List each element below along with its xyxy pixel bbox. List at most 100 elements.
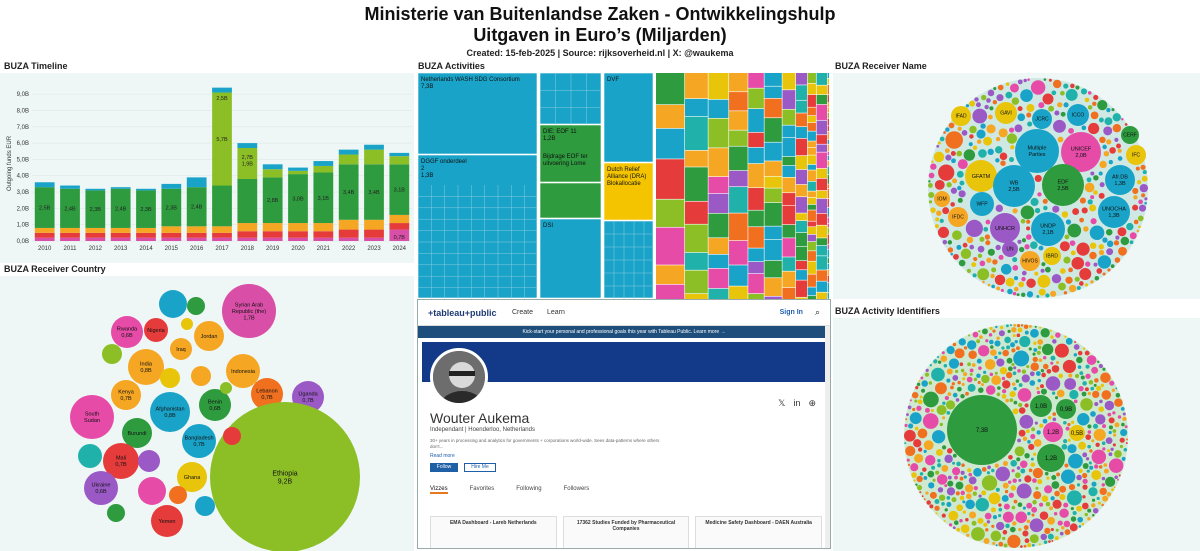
timeline-bar-segment[interactable]	[364, 149, 384, 165]
bubble[interactable]	[1099, 487, 1107, 496]
treemap-cell[interactable]	[816, 238, 828, 246]
bubble[interactable]	[1026, 112, 1032, 118]
bubble[interactable]	[1002, 511, 1014, 523]
bubble[interactable]	[1050, 335, 1054, 339]
bubble[interactable]	[1054, 110, 1060, 116]
bubble[interactable]	[966, 376, 973, 383]
bubble[interactable]	[958, 190, 966, 198]
bubble[interactable]	[1040, 369, 1045, 373]
bubble[interactable]	[1025, 429, 1030, 434]
timeline-bar-segment[interactable]	[288, 170, 308, 175]
bubble[interactable]	[960, 393, 965, 399]
bubble[interactable]	[945, 400, 956, 410]
bubble[interactable]	[1082, 463, 1089, 469]
bubble[interactable]	[1031, 427, 1036, 432]
treemap-cell[interactable]	[827, 188, 829, 199]
bubble[interactable]	[978, 387, 984, 393]
treemap-cell[interactable]	[827, 269, 829, 276]
bubble[interactable]	[1017, 327, 1023, 333]
bubble[interactable]	[986, 257, 992, 263]
bubble[interactable]	[940, 355, 948, 362]
bubble[interactable]	[1015, 379, 1020, 383]
bubble[interactable]	[957, 159, 968, 170]
treemap-cell[interactable]	[656, 128, 685, 159]
bubble[interactable]	[1002, 482, 1009, 489]
treemap-cell[interactable]	[807, 197, 816, 205]
bubble[interactable]	[998, 351, 1002, 355]
treemap-cell[interactable]	[807, 261, 816, 274]
bubble[interactable]	[1031, 513, 1035, 517]
bubble[interactable]	[1041, 343, 1054, 356]
treemap-cell[interactable]	[795, 260, 808, 270]
bubble[interactable]	[943, 364, 948, 368]
bubble[interactable]	[996, 94, 1004, 102]
bubble[interactable]	[965, 219, 983, 238]
bubble[interactable]	[1093, 428, 1106, 441]
bubble[interactable]	[1126, 438, 1128, 441]
bubble[interactable]	[1063, 256, 1071, 264]
bubble[interactable]	[1090, 411, 1096, 417]
bubble[interactable]	[1096, 385, 1102, 391]
bubble[interactable]	[1020, 251, 1040, 271]
bubble[interactable]	[1060, 469, 1076, 484]
bubble[interactable]	[1032, 109, 1052, 129]
bubble[interactable]	[1087, 508, 1092, 513]
bubble[interactable]	[1037, 274, 1051, 288]
bubble[interactable]	[955, 398, 960, 402]
timeline-bar-segment[interactable]	[85, 232, 106, 238]
bubble[interactable]	[1091, 481, 1097, 487]
bubble[interactable]	[960, 470, 965, 475]
bubble[interactable]	[1087, 430, 1092, 434]
bubble[interactable]	[1122, 416, 1127, 422]
treemap-cell[interactable]	[816, 178, 828, 191]
bubble[interactable]	[1073, 353, 1078, 357]
bubble[interactable]	[1020, 89, 1033, 102]
bubble[interactable]	[1051, 273, 1062, 284]
timeline-bar-segment[interactable]	[237, 179, 258, 224]
bubble[interactable]	[1141, 193, 1146, 198]
bubble[interactable]	[914, 453, 924, 463]
treemap-cell[interactable]	[748, 73, 764, 88]
bubble[interactable]	[1026, 291, 1034, 298]
timeline-bar-segment[interactable]	[338, 154, 359, 165]
treemap-cell[interactable]	[816, 225, 828, 238]
bubble[interactable]	[981, 475, 998, 491]
bubble[interactable]	[929, 491, 937, 499]
bubble[interactable]	[1037, 444, 1065, 472]
bubble[interactable]	[963, 149, 976, 161]
bubble[interactable]	[1114, 137, 1119, 142]
bubble[interactable]	[1057, 102, 1063, 108]
bubble[interactable]	[1090, 195, 1095, 200]
bubble[interactable]	[990, 213, 1020, 243]
bubble[interactable]	[948, 358, 960, 369]
bubble[interactable]	[998, 514, 1002, 518]
timeline-bar-segment[interactable]	[313, 231, 334, 238]
bubble[interactable]	[905, 445, 916, 457]
treemap-cell[interactable]	[782, 73, 796, 90]
bubble[interactable]	[1074, 341, 1077, 343]
bubble[interactable]	[199, 389, 231, 421]
treemap-cell[interactable]	[807, 83, 816, 95]
bubble[interactable]	[968, 472, 973, 477]
bubble[interactable]	[1024, 538, 1030, 544]
bubble[interactable]	[210, 402, 360, 551]
bubble[interactable]	[1098, 171, 1103, 176]
bubble[interactable]	[948, 510, 959, 521]
treemap-cell[interactable]	[807, 204, 816, 210]
bubble[interactable]	[1076, 483, 1081, 487]
bubble[interactable]	[939, 422, 944, 427]
timeline-bar-segment[interactable]	[110, 188, 131, 228]
bubble[interactable]	[1039, 384, 1045, 389]
bubble[interactable]	[972, 273, 977, 278]
bubble[interactable]	[1090, 280, 1094, 284]
bubble[interactable]	[1108, 430, 1112, 435]
bubble[interactable]	[946, 346, 955, 355]
treemap-cell[interactable]	[795, 184, 808, 197]
bubble[interactable]	[946, 182, 952, 188]
treemap-cell[interactable]	[656, 199, 685, 227]
bubble[interactable]	[1024, 244, 1030, 250]
timeline-bar-segment[interactable]	[60, 188, 80, 228]
bubble[interactable]	[928, 180, 931, 183]
bubble[interactable]	[908, 423, 914, 429]
bubble[interactable]	[138, 477, 166, 505]
